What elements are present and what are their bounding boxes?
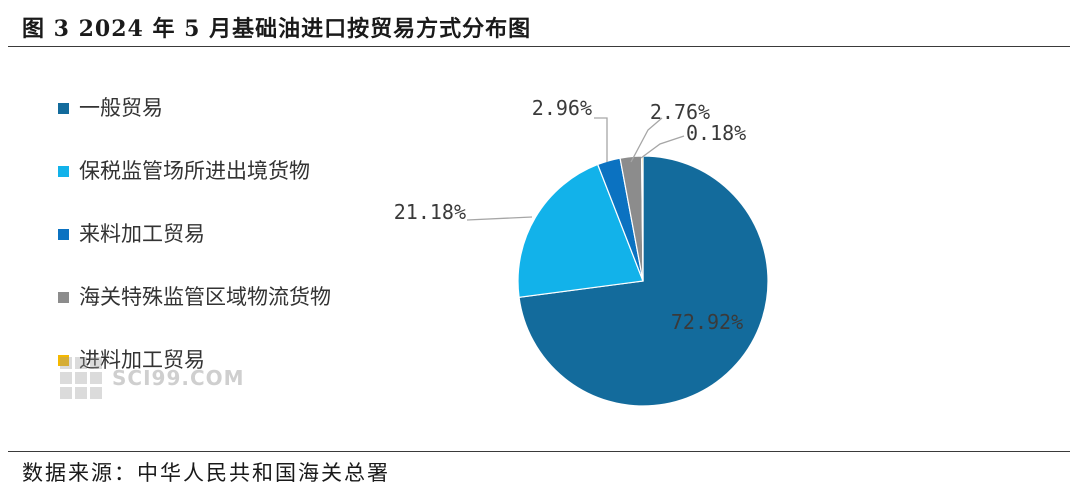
leader-line-1 [466, 216, 533, 221]
legend-swatch [58, 292, 69, 303]
legend-label: 来料加工贸易 [79, 222, 205, 246]
pie-slice-2 [596, 157, 644, 282]
pie-slice-4 [640, 155, 644, 282]
leader-line-2 [594, 117, 608, 162]
legend-label: 海关特殊监管区域物流货物 [79, 285, 331, 309]
legend-swatch [58, 355, 69, 366]
legend-item-processing-imported: 进料加工贸易 [58, 345, 378, 375]
source-note: 数据来源：中华人民共和国海关总署 [22, 461, 390, 485]
legend-item-bonded-goods: 保税监管场所进出境货物 [58, 156, 378, 186]
legend-item-general-trade: 一般贸易 [58, 93, 378, 123]
data-label-1: 21.18% [394, 200, 466, 224]
data-label-2: 2.96% [532, 96, 592, 120]
chart-title: 图 3 2024 年 5 月基础油进口按贸易方式分布图 [22, 16, 532, 42]
leader-line-4 [640, 135, 685, 159]
pie-slices [517, 155, 769, 407]
legend-item-processing-supplied: 来料加工贸易 [58, 219, 378, 249]
legend-label: 进料加工贸易 [79, 348, 205, 372]
leader-lines [466, 117, 685, 221]
legend-swatch [58, 103, 69, 114]
top-divider [8, 46, 1070, 47]
pie-slice-1 [517, 163, 644, 298]
data-label-3: 2.76% [650, 100, 710, 124]
data-label-4: 0.18% [686, 121, 746, 145]
legend-label: 保税监管场所进出境货物 [79, 159, 310, 183]
bottom-divider [8, 451, 1070, 452]
legend-label: 一般贸易 [79, 96, 163, 120]
legend-item-special-zone-logistics: 海关特殊监管区域物流货物 [58, 282, 378, 312]
data-label-0: 72.92% [671, 310, 743, 334]
legend-swatch [58, 229, 69, 240]
legend-swatch [58, 166, 69, 177]
data-labels: 72.92% 21.18% 2.96% 2.76%0.18% [394, 96, 746, 334]
leader-line-3 [630, 117, 663, 163]
pie-slice-0 [518, 155, 769, 407]
pie-slice-3 [619, 155, 644, 282]
